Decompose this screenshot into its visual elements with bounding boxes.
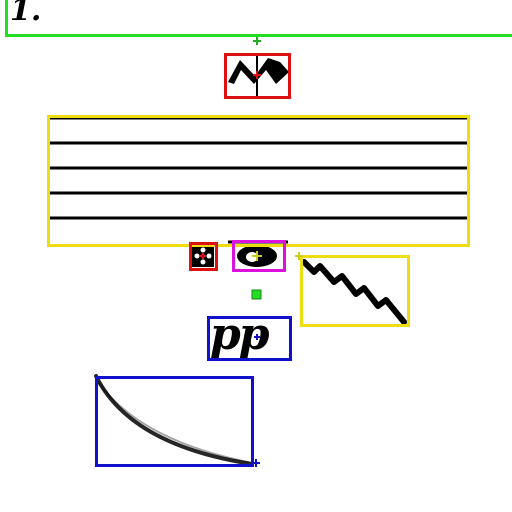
notehead-bounding-box (189, 242, 218, 271)
dynamic-marking-text: pp (210, 309, 270, 360)
dynamic-bounding-box (207, 316, 292, 361)
mordent-bounding-box (224, 53, 291, 99)
system-anchor-marker (253, 37, 261, 45)
system-bounding-box (5, 0, 512, 37)
staff-bounding-box (47, 115, 470, 247)
small-green-marker (251, 289, 262, 300)
measure-number: 1. (10, 0, 42, 28)
whole-note-bounding-box (232, 240, 286, 272)
slur-bounding-box (95, 376, 254, 467)
trill-bounding-box (300, 255, 410, 327)
